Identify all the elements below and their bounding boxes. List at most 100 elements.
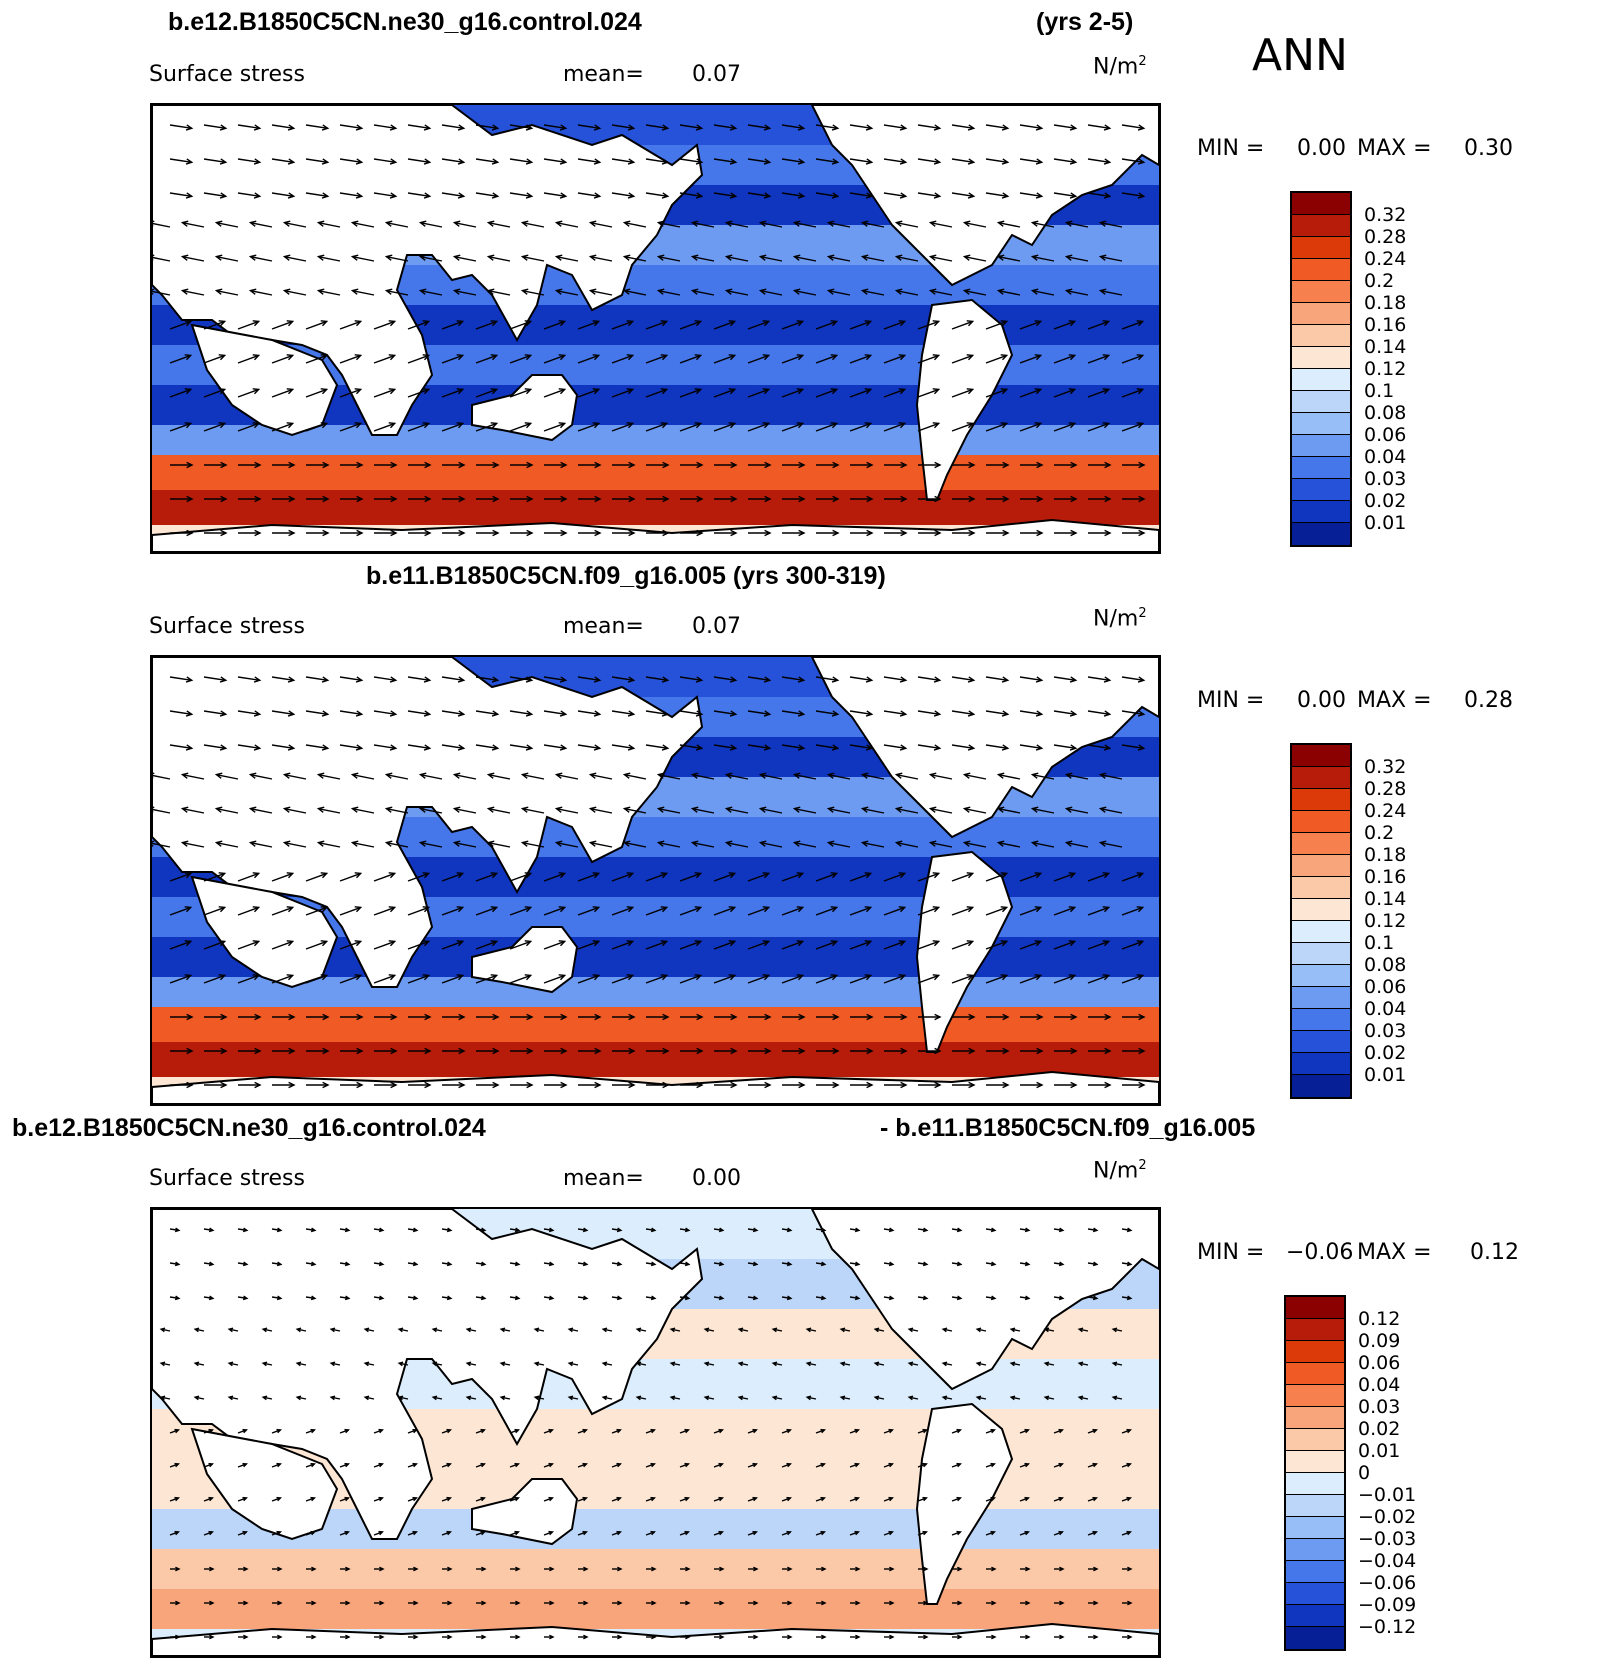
vector-arrowhead xyxy=(286,940,295,947)
vector-arrowhead xyxy=(718,1496,724,1502)
vector-arrow xyxy=(930,221,953,228)
vector-arrowhead xyxy=(388,388,397,395)
vector-arrow xyxy=(1053,872,1075,882)
vector-arrow xyxy=(692,221,715,228)
vector-arrow xyxy=(1121,872,1143,882)
vector-arrow xyxy=(849,906,871,916)
vector-arrowhead xyxy=(762,940,771,947)
vector-arrowhead xyxy=(1126,1227,1133,1233)
vector-arrowhead xyxy=(1127,1566,1133,1572)
vector-arrowhead xyxy=(796,354,805,361)
vector-arrowhead xyxy=(253,710,262,717)
vector-arrowhead xyxy=(724,806,733,813)
vector-arrow xyxy=(645,354,667,364)
vector-arrowhead xyxy=(458,495,466,503)
vector-arrow xyxy=(862,841,885,848)
vector-arrowhead xyxy=(1002,1013,1010,1021)
vector-arrowhead xyxy=(582,1227,589,1233)
vector-arrow xyxy=(237,872,259,882)
vector-arrowhead xyxy=(322,495,330,503)
vector-arrowhead xyxy=(796,974,805,981)
vector-arrowhead xyxy=(1069,744,1078,751)
colorbar-tick-label: 0.09 xyxy=(1358,1330,1401,1352)
vector-arrow xyxy=(713,320,735,330)
vector-arrow xyxy=(1087,676,1110,681)
vector-arrow xyxy=(828,773,851,780)
vector-arrow xyxy=(509,974,531,984)
panel3-mean-value: 0.00 xyxy=(692,1166,741,1191)
vector-arrowhead xyxy=(703,1327,710,1333)
vector-arrow xyxy=(271,676,294,681)
vector-arrow xyxy=(726,221,749,228)
vector-arrow xyxy=(237,158,260,163)
vector-arrowhead xyxy=(480,1295,487,1301)
ocean-band xyxy=(152,455,1159,490)
vector-arrowhead xyxy=(1036,1013,1044,1021)
colorbar-tick-label: 0.02 xyxy=(1364,1042,1407,1064)
vector-arrowhead xyxy=(1036,461,1044,469)
colorbar-swatch xyxy=(1286,1341,1344,1363)
vector-arrow xyxy=(917,974,939,984)
vector-arrowhead xyxy=(174,1530,180,1536)
vector-arrowhead xyxy=(180,254,189,261)
vector-arrow xyxy=(407,158,430,163)
vector-arrowhead xyxy=(1059,1566,1065,1572)
vector-arrowhead xyxy=(798,495,806,503)
vector-arrow xyxy=(182,221,205,228)
vector-arrowhead xyxy=(898,388,907,395)
vector-arrowhead xyxy=(690,254,699,261)
colorbar-tick-label: 0.04 xyxy=(1358,1374,1401,1396)
vector-arrowhead xyxy=(1009,1327,1016,1333)
vector-arrow xyxy=(917,124,940,129)
vector-arrowhead xyxy=(558,940,567,947)
vector-arrowhead xyxy=(622,220,631,227)
vector-arrowhead xyxy=(616,1428,622,1434)
vector-arrow xyxy=(1121,710,1144,715)
vector-arrow xyxy=(930,289,953,296)
vector-arrowhead xyxy=(379,1634,385,1640)
vector-arrowhead xyxy=(350,840,359,847)
vector-arrow xyxy=(590,255,613,262)
vector-arrowhead xyxy=(694,388,703,395)
vector-arrow xyxy=(645,710,668,715)
vector-arrow xyxy=(1019,872,1041,882)
vector-arrow xyxy=(781,974,803,984)
vector-arrowhead xyxy=(797,710,806,717)
vector-arrowhead xyxy=(593,744,602,751)
vector-arrowhead xyxy=(622,806,631,813)
vector-arrow xyxy=(998,221,1021,228)
vector-arrow xyxy=(1100,807,1123,814)
vector-arrowhead xyxy=(826,772,835,779)
vector-arrowhead xyxy=(524,940,533,947)
vector-arrow xyxy=(1121,744,1144,749)
vector-arrowhead xyxy=(922,1530,928,1536)
vector-arrowhead xyxy=(492,1013,500,1021)
vector-arrow xyxy=(883,192,906,197)
vector-arrow xyxy=(985,124,1008,129)
vector-arrowhead xyxy=(592,354,601,361)
panel2-mean-label: mean= xyxy=(563,614,644,639)
season-label: ANN xyxy=(1252,30,1348,81)
vector-arrowhead xyxy=(486,840,495,847)
vector-arrowhead xyxy=(1069,158,1078,165)
vector-arrow xyxy=(509,940,531,950)
vector-arrow xyxy=(454,255,477,262)
vector-arrowhead xyxy=(831,124,840,131)
vector-arrowhead xyxy=(928,254,937,261)
vector-arrowhead xyxy=(184,974,193,981)
vector-arrowhead xyxy=(873,1395,880,1401)
vector-arrowhead xyxy=(1068,388,1077,395)
vector-arrowhead xyxy=(180,288,189,295)
vector-arrowhead xyxy=(431,1395,438,1401)
vector-arrow xyxy=(1019,192,1042,197)
vector-arrowhead xyxy=(423,124,432,131)
vector-arrowhead xyxy=(514,1261,521,1267)
vector-arrowhead xyxy=(1138,1047,1146,1055)
vector-arrowhead xyxy=(830,974,839,981)
vector-arrowhead xyxy=(261,1327,268,1333)
vector-arrowhead xyxy=(1034,974,1043,981)
panel2-mean-value: 0.07 xyxy=(692,614,741,639)
vector-arrowhead xyxy=(626,388,635,395)
vector-arrowhead xyxy=(873,1361,880,1367)
vector-arrowhead xyxy=(894,840,903,847)
